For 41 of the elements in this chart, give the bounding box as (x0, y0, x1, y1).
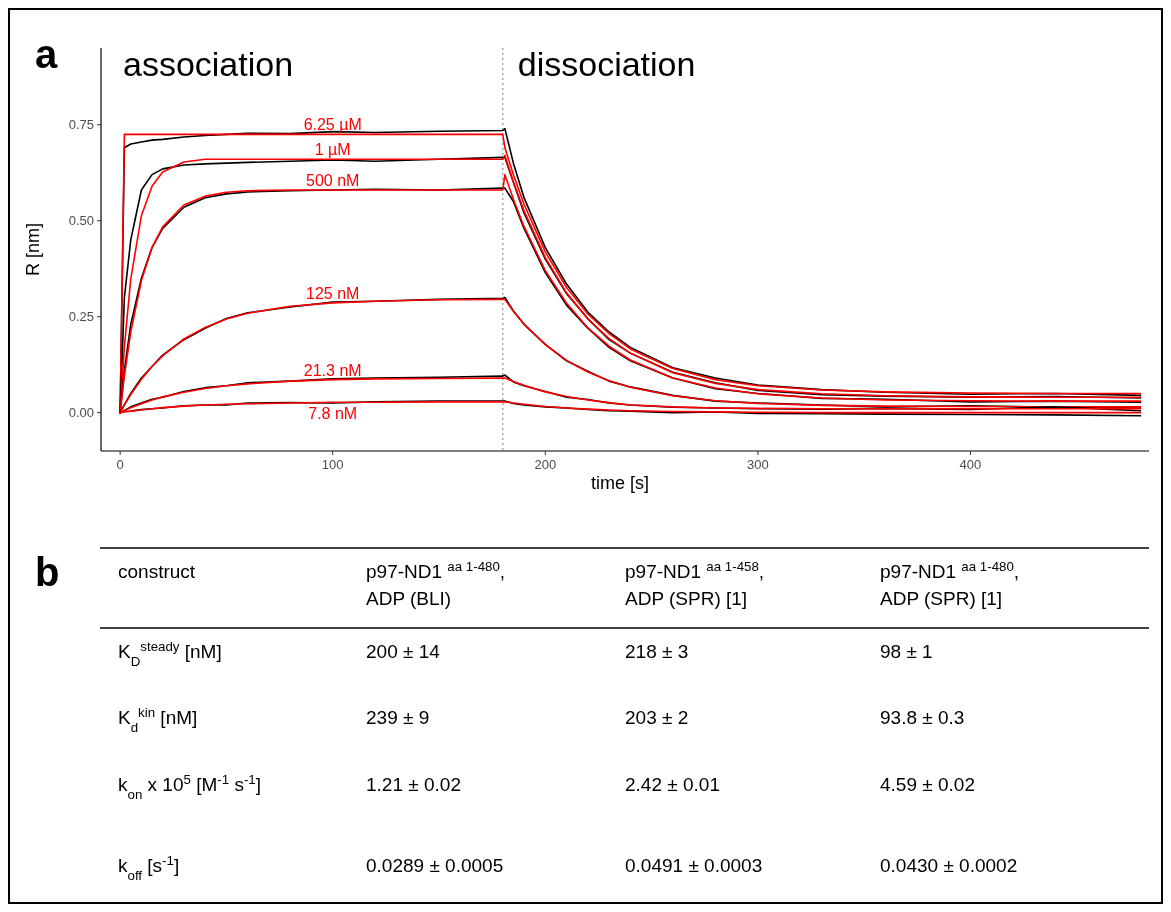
text: 239 ± 9 (366, 707, 430, 728)
x-tick-label: 0 (116, 457, 124, 472)
text: 203 ± 2 (625, 707, 689, 728)
category-label: construct (118, 561, 196, 582)
series-label: 500 nM (306, 172, 360, 190)
text: 218 ± 3 (625, 641, 689, 662)
text: 98 ± 1 (880, 641, 933, 662)
annotation: association (123, 45, 294, 83)
category-label: p97-ND1 $^{aa 1-458}$, ADP (SPR) [1] (625, 558, 765, 609)
text: 0.0430 ± 0.0002 (880, 855, 1018, 876)
x-tick-label: 400 (959, 457, 982, 472)
category-label: p97-ND1 $^{aa 1-480}$, ADP (BLI) (366, 558, 506, 609)
series-label: 7.8 nM (308, 405, 358, 423)
category-label: k$_{on}$ x 10$^{5}$ [M$^{-1}$ s$^{-1}$] (118, 771, 262, 802)
text: b (35, 550, 60, 594)
series-label: 21.3 nM (303, 361, 362, 379)
text: 0.0491 ± 0.0003 (625, 855, 763, 876)
y-tick-label: 0.50 (68, 213, 94, 229)
y-tick-label: 0.25 (68, 309, 94, 325)
x-axis-title: time [s] (590, 473, 650, 493)
category-label: K$_{D}$$^{steady}$ [nM] (118, 638, 222, 669)
x-tick-label: 100 (321, 457, 344, 472)
category-label: K$_{d}$$^{kin}$ [nM] (118, 704, 198, 735)
x-tick-label: 200 (534, 457, 557, 472)
y-axis-title: R [nm] (23, 222, 43, 277)
text: 0.0289 ± 0.0005 (366, 855, 504, 876)
text: 1.21 ± 0.02 (366, 774, 461, 795)
category-label: p97-ND1 $^{aa 1-480}$, ADP (SPR) [1] (880, 558, 1020, 609)
x-tick-label: 300 (747, 457, 769, 472)
series-label: 6.25 µM (303, 116, 362, 134)
category-label: k$_{off}$ [s$^{-1}$] (118, 852, 180, 883)
annotation: dissociation (517, 45, 696, 83)
series-label: 125 nM (306, 284, 360, 302)
series-label: 1 µM (314, 141, 351, 159)
text: 200 ± 14 (366, 641, 440, 662)
text: a (35, 32, 58, 76)
text: 4.59 ± 0.02 (880, 774, 975, 795)
text: 2.42 ± 0.01 (625, 774, 720, 795)
text: 93.8 ± 0.3 (880, 707, 965, 728)
y-tick-label: 0.00 (68, 405, 94, 421)
y-tick-label: 0.75 (68, 117, 94, 133)
